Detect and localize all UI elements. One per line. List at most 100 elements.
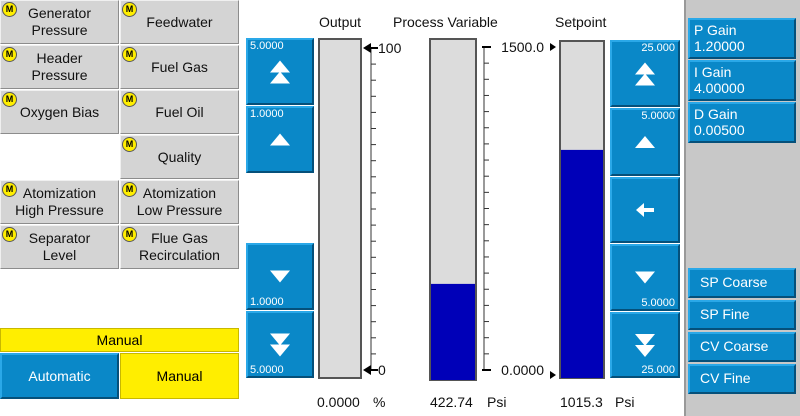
process-button[interactable]: M Oxygen Bias (0, 90, 119, 134)
step-button[interactable]: 25.000 (610, 312, 680, 378)
automatic-button[interactable]: Automatic (0, 353, 119, 399)
process-button[interactable]: M Generator Pressure (0, 0, 119, 44)
arrow (270, 60, 290, 73)
button-label: Recirculation (139, 247, 220, 263)
process-button[interactable]: M Feedwater (120, 0, 239, 44)
process-button[interactable]: M Atomization Low Pressure (120, 180, 239, 224)
step-button[interactable]: 25.000 (610, 40, 680, 107)
step-button[interactable]: 5.0000 (246, 38, 314, 105)
step-button[interactable] (610, 177, 680, 243)
button-label: Pressure (31, 67, 88, 83)
arrow-icon (635, 62, 655, 86)
setpoint-unit: Psi (615, 394, 635, 410)
indicator: M (2, 92, 17, 107)
marker (550, 371, 556, 379)
gain-value: 1.20000 (694, 38, 745, 54)
indicator: M (122, 2, 137, 17)
step-label: 25.000 (641, 42, 675, 54)
step-button[interactable]: 1.0000 (246, 106, 314, 173)
process-button[interactable]: M Header Pressure (0, 45, 119, 89)
step-label: 1.0000 (250, 296, 284, 308)
button-label: Fuel Gas (151, 58, 208, 75)
process-button[interactable]: M Atomization High Pressure (0, 180, 119, 224)
arrow-icon (270, 133, 290, 146)
step-label: 5.0000 (250, 364, 284, 376)
step-label: 5.0000 (641, 297, 675, 309)
arrow (636, 203, 654, 217)
button-label: Feedwater (146, 13, 213, 30)
nav-button[interactable]: CV Fine (688, 364, 796, 394)
button-label: Header (36, 50, 83, 66)
marker (363, 43, 371, 53)
step-label: 25.000 (641, 364, 675, 376)
step-label: 5.0000 (641, 110, 675, 122)
indicator: M (2, 182, 17, 197)
button-label: Flue Gas (151, 230, 208, 246)
tick-label: 100 (378, 40, 402, 56)
arrow (270, 71, 290, 84)
nav-button[interactable]: SP Coarse (688, 268, 796, 298)
arrow (635, 334, 655, 346)
indicator: M (122, 227, 137, 242)
indicator: M (2, 47, 17, 62)
button-label: Generator (27, 5, 92, 21)
setpoint-title: Setpoint (555, 14, 607, 30)
process-button[interactable]: M Separator Level (0, 225, 119, 269)
arrow-icon (635, 271, 655, 284)
arrow-icon (635, 136, 655, 148)
marker (363, 365, 371, 375)
step-button[interactable]: 1.0000 (246, 243, 314, 310)
step-button[interactable]: 5.0000 (610, 244, 680, 311)
process-button[interactable]: M Flue Gas Recirculation (120, 225, 239, 269)
output-value: 0.0000 (317, 394, 360, 410)
arrow-icon (270, 270, 290, 283)
arrow (270, 344, 290, 357)
gain-name: P Gain (694, 22, 737, 38)
arrow (635, 62, 655, 75)
process-button[interactable]: M Fuel Gas (120, 45, 239, 89)
indicator: M (2, 227, 17, 242)
indicator: M (122, 182, 137, 197)
mode-banner: Manual (0, 328, 239, 352)
process-button[interactable]: M Quality (120, 135, 239, 179)
arrow (270, 133, 290, 146)
indicator: M (2, 2, 17, 17)
gain-button[interactable]: P Gain 1.20000 (688, 18, 796, 59)
arrow-icon (635, 334, 655, 357)
arrow-icon (636, 203, 654, 217)
manual-button[interactable]: Manual (120, 353, 239, 399)
output-unit: % (373, 394, 386, 410)
button-label: Fuel Oil (155, 103, 204, 120)
nav-button[interactable]: CV Coarse (688, 332, 796, 362)
arrow (635, 136, 655, 148)
pv-value: 422.74 (430, 394, 473, 410)
arrow (270, 270, 290, 283)
gain-name: I Gain (694, 64, 732, 80)
button-label: Atomization (142, 185, 217, 201)
nav-button[interactable]: SP Fine (688, 300, 796, 330)
step-button[interactable]: 5.0000 (246, 311, 314, 378)
process-button[interactable]: M Fuel Oil (120, 90, 239, 134)
step-label: 1.0000 (250, 108, 284, 120)
pv-unit: Psi (487, 394, 507, 410)
tick-label: 0 (378, 362, 386, 378)
tick-label: 0.0000 (501, 362, 544, 378)
button-label: Low Pressure (136, 202, 223, 218)
pv-title: Process Variable (393, 14, 498, 30)
step-label: 5.0000 (250, 40, 284, 52)
arrow (635, 271, 655, 284)
gain-button[interactable]: I Gain 4.00000 (688, 60, 796, 101)
step-button[interactable]: 5.0000 (610, 108, 680, 176)
output-title: Output (319, 14, 362, 30)
button-label: High Pressure (15, 202, 104, 218)
button-label: Level (42, 247, 77, 263)
gain-button[interactable]: D Gain 0.00500 (688, 102, 796, 143)
button-label: Separator (28, 230, 91, 246)
bar-fill (561, 149, 603, 378)
arrow-icon (270, 60, 290, 84)
bar-fill (431, 283, 475, 380)
arrow (270, 333, 290, 346)
arrow (635, 73, 655, 86)
